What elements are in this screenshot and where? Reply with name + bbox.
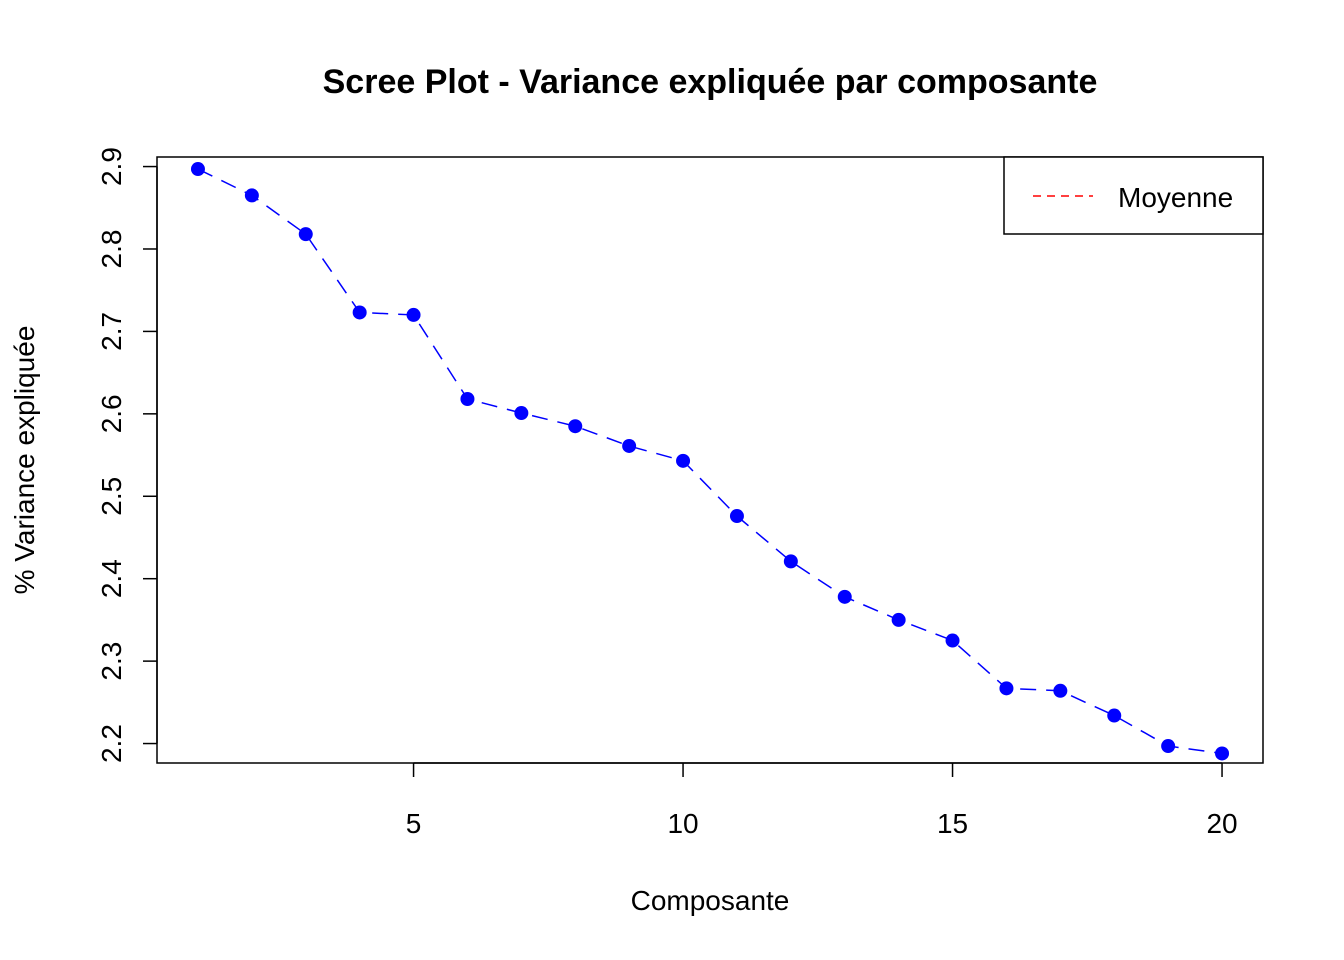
data-point	[190, 162, 205, 177]
data-point	[783, 554, 798, 569]
data-point	[729, 509, 744, 524]
y-tick-label: 2.3	[96, 642, 127, 681]
x-tick-label: 10	[667, 808, 698, 839]
y-axis: 2.2 2.3 2.4 2.5 2.6 2.7 2.8 2.9	[96, 147, 158, 763]
x-axis-label: Composante	[631, 885, 790, 916]
data-point	[676, 453, 691, 468]
data-point	[999, 681, 1014, 696]
y-tick-label: 2.9	[96, 147, 127, 186]
chart-title: Scree Plot - Variance expliquée par comp…	[323, 63, 1098, 101]
data-point	[1215, 746, 1230, 761]
x-tick-label: 5	[406, 808, 422, 839]
data-point	[514, 406, 529, 421]
x-axis: 5 10 15 20	[406, 762, 1238, 839]
y-tick-label: 2.7	[96, 312, 127, 351]
data-point	[837, 589, 852, 604]
data-point	[244, 188, 259, 203]
series-line	[197, 168, 1223, 755]
data-point	[1161, 739, 1176, 754]
y-tick-label: 2.6	[96, 394, 127, 433]
legend-label-moyenne: Moyenne	[1118, 182, 1233, 213]
data-point	[945, 633, 960, 648]
y-tick-label: 2.2	[96, 724, 127, 763]
legend: Moyenne	[1003, 156, 1264, 235]
data-point	[568, 419, 583, 434]
y-tick-label: 2.8	[96, 230, 127, 269]
x-tick-label: 20	[1206, 808, 1237, 839]
y-axis-label: % Variance expliquée	[9, 326, 40, 595]
data-point	[891, 612, 906, 627]
data-point	[352, 305, 367, 320]
data-point	[298, 227, 313, 242]
data-point	[460, 392, 475, 407]
series-layer	[190, 162, 1230, 761]
x-tick-label: 15	[937, 808, 968, 839]
plot-area-border	[156, 156, 1264, 764]
y-tick-label: 2.5	[96, 477, 127, 516]
y-tick-label: 2.4	[96, 559, 127, 598]
data-point	[406, 307, 421, 322]
data-point	[1053, 683, 1068, 698]
data-point	[622, 438, 637, 453]
data-point	[1107, 708, 1122, 723]
